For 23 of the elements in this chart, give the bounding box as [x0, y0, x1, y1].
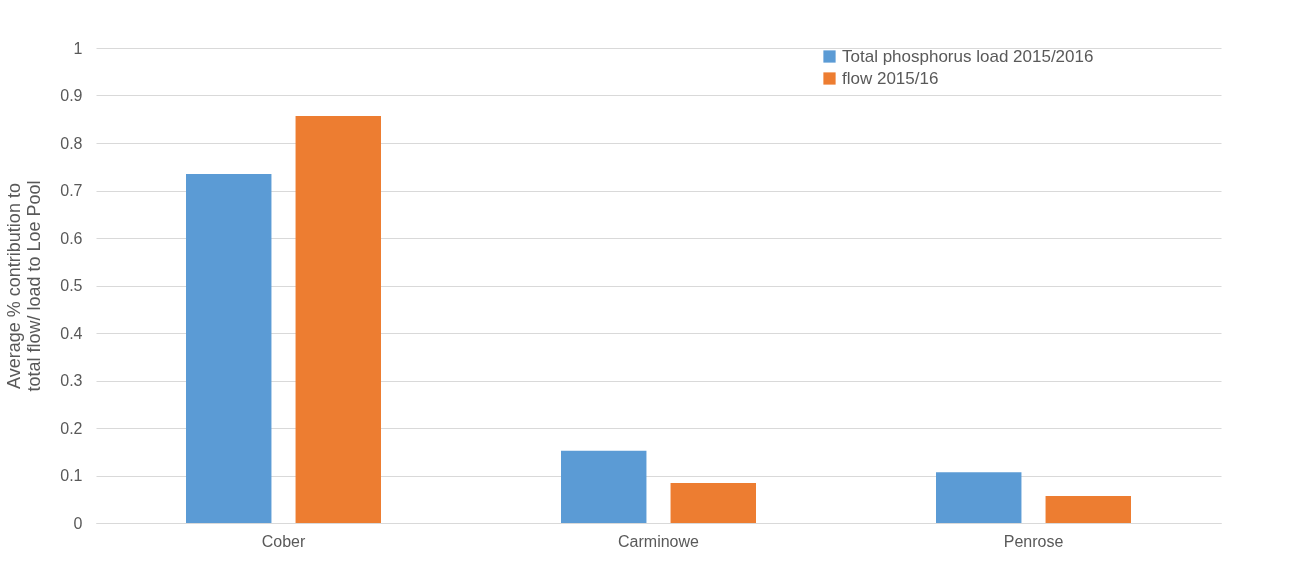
x-tick-label: Cober [261, 532, 306, 550]
x-tick-label: Carminowe [618, 532, 700, 550]
y-tick-label: 0.5 [60, 277, 83, 294]
y-tick-label: 0.6 [60, 229, 83, 247]
y-axis-title: Average % contribution to total flow/ load to Loe Pool [4, 180, 45, 392]
bar [936, 472, 1022, 523]
legend-label: flow 2015/16 [842, 68, 939, 88]
bar [561, 450, 647, 523]
bar [186, 173, 272, 523]
bar [295, 115, 381, 523]
y-tick-label: 0.4 [60, 324, 83, 342]
y-tick-label: 1 [73, 39, 83, 57]
y-tick-label: 0.1 [60, 467, 83, 484]
legend-label: Total phosphorus load 2015/2016 [842, 46, 1094, 66]
y-tick-label: 0.7 [60, 182, 83, 199]
bar [670, 483, 756, 523]
y-tick-label: 0.2 [60, 419, 83, 437]
y-tick-label: 0.9 [60, 87, 83, 104]
y-tick-label: 0.8 [60, 134, 83, 152]
y-tick-label: 0.3 [60, 372, 83, 389]
y-tick-label: 0 [73, 514, 83, 532]
x-tick-label: Penrose [1003, 532, 1064, 550]
bar [1045, 495, 1131, 523]
